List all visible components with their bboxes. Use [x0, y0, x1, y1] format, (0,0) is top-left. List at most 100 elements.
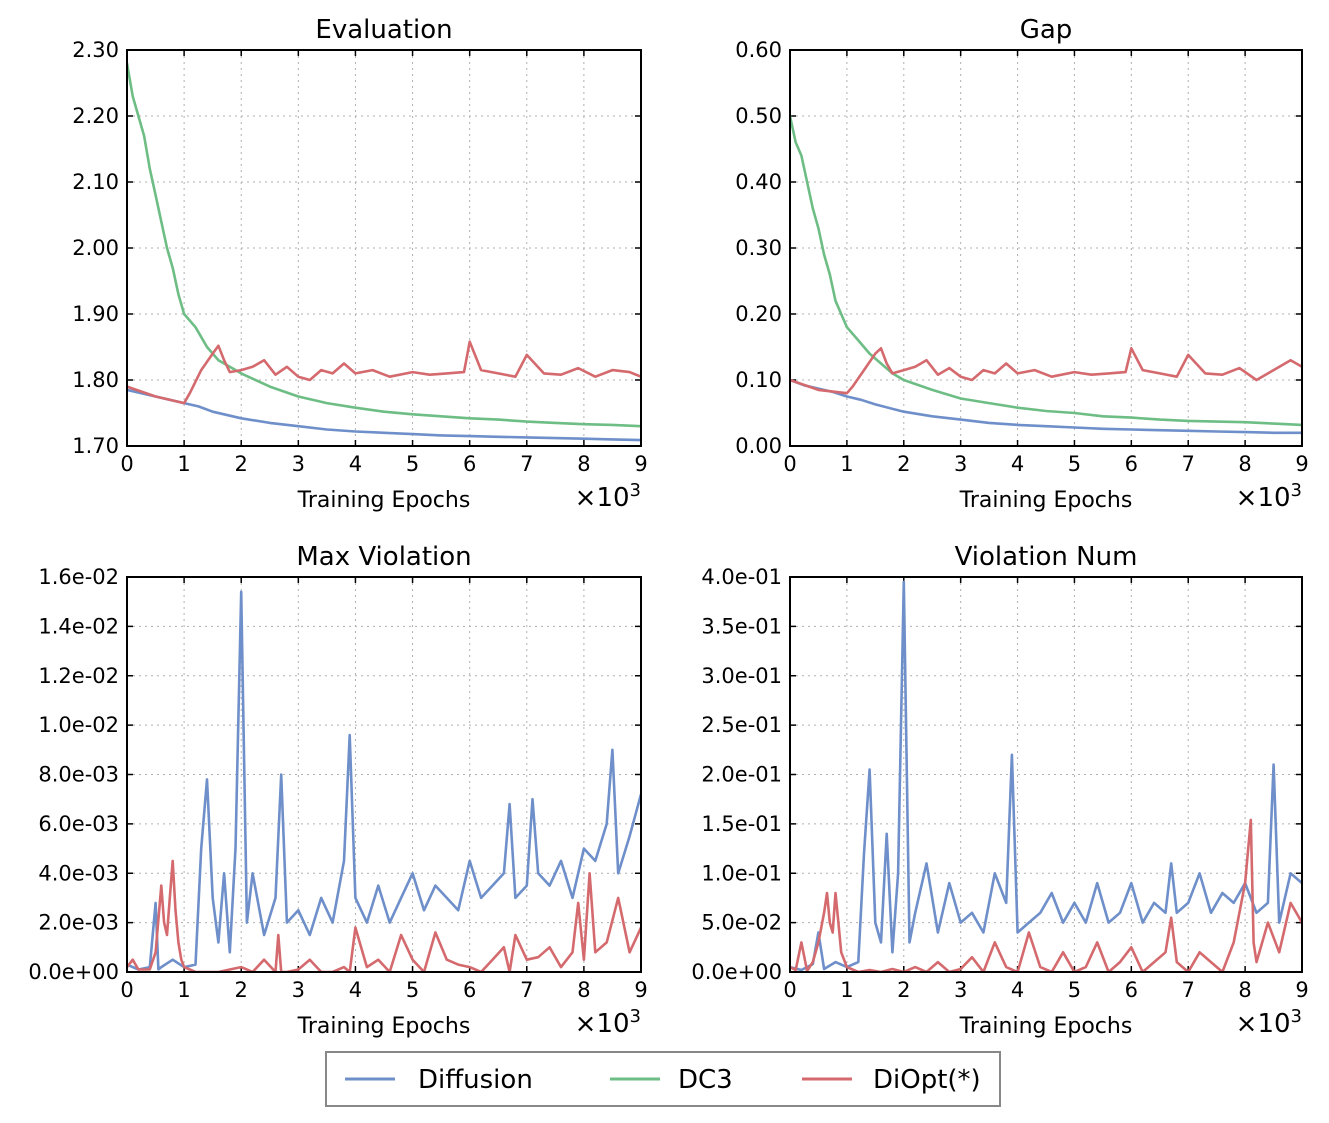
x-axis-multiplier: ×103 [1236, 480, 1302, 513]
series-line-dc3 [127, 61, 641, 428]
chart-violation_num: Violation Num 0 1 2 3 4 5 6 7 8 9 0.0e+00 5.0e-02 1.0… [691, 542, 1308, 1039]
legend-label-diopt: DiOpt(*) [873, 1065, 981, 1095]
chart-title: Max Violation [296, 542, 471, 572]
y-tick-label: 0.40 [735, 170, 782, 194]
y-tick-label: 0.0e+00 [691, 960, 782, 984]
x-tick-label: 4 [349, 978, 362, 1002]
y-tick-label: 1.6e-02 [38, 565, 119, 589]
x-axis-label: Training Epochs [297, 488, 471, 513]
plot-frame [789, 576, 1303, 973]
chart-evaluation: Evaluation 0 1 2 3 4 5 6 7 8 9 1.70 1.80 1.90 2.00 2.10… [72, 15, 647, 513]
x-axis-multiplier: ×103 [575, 480, 641, 513]
y-tick-label: 0.20 [735, 302, 782, 326]
y-tick-label: 0.10 [735, 368, 782, 392]
legend: Diffusion DC3 DiOpt(*) [325, 1051, 1001, 1107]
y-tick-label: 1.80 [72, 368, 119, 392]
x-tick-label: 2 [897, 452, 910, 476]
series-line-diffusion [127, 388, 641, 442]
x-tick-label: 2 [897, 978, 910, 1002]
y-tick-label: 4.0e-01 [701, 565, 782, 589]
y-tick-label: 1.5e-01 [701, 812, 782, 836]
y-tick-label: 2.0e-01 [701, 763, 782, 787]
series-line-dc3 [790, 114, 1302, 427]
series-line-diopt [127, 859, 641, 972]
y-tick-label: 4.0e-03 [38, 861, 119, 885]
x-tick-label: 5 [1068, 978, 1081, 1002]
x-tick-label: 4 [349, 452, 362, 476]
legend-frame [325, 1051, 1001, 1107]
x-tick-label: 5 [406, 978, 419, 1002]
y-tick-label: 2.20 [72, 104, 119, 128]
x-tick-label: 7 [520, 452, 533, 476]
x-tick-label: 2 [235, 452, 248, 476]
x-tick-label: 9 [1295, 978, 1308, 1002]
y-tick-label: 5.0e-02 [701, 911, 782, 935]
x-tick-label: 5 [406, 452, 419, 476]
y-tick-label: 3.5e-01 [701, 614, 782, 638]
y-tick-label: 2.30 [72, 38, 119, 62]
chart-title: Evaluation [315, 15, 452, 45]
y-tick-label: 1.70 [72, 434, 119, 458]
x-tick-label: 2 [235, 978, 248, 1002]
x-tick-label: 0 [783, 978, 796, 1002]
chart-title: Violation Num [955, 542, 1138, 572]
x-tick-label: 6 [1125, 452, 1138, 476]
x-axis-multiplier: ×103 [575, 1006, 641, 1039]
x-tick-label: 9 [634, 452, 647, 476]
x-tick-label: 4 [1011, 452, 1024, 476]
x-tick-label: 1 [840, 452, 853, 476]
y-tick-label: 8.0e-03 [38, 763, 119, 787]
x-tick-label: 8 [577, 452, 590, 476]
plot-frame [789, 49, 1303, 447]
y-tick-label: 1.90 [72, 302, 119, 326]
x-tick-label: 8 [1238, 452, 1251, 476]
legend-label-dc3: DC3 [678, 1065, 733, 1095]
x-tick-label: 7 [520, 978, 533, 1002]
series-line-diopt [790, 818, 1302, 972]
x-tick-label: 8 [577, 978, 590, 1002]
x-tick-label: 9 [1295, 452, 1308, 476]
chart-max_violation: Max Violation 0 1 2 3 4 5 6 7 8 9 0.0e+00 2.0e-03 4.0… [28, 542, 647, 1039]
x-axis-multiplier: ×103 [1236, 1006, 1302, 1039]
series-line-diopt [790, 346, 1302, 395]
y-tick-label: 2.5e-01 [701, 713, 782, 737]
series-line-diffusion [790, 580, 1302, 972]
x-tick-label: 7 [1182, 978, 1195, 1002]
x-tick-label: 3 [292, 452, 305, 476]
y-tick-label: 1.4e-02 [38, 614, 119, 638]
x-tick-label: 0 [120, 452, 133, 476]
legend-label-diffusion: Diffusion [418, 1065, 533, 1095]
x-tick-label: 1 [840, 978, 853, 1002]
y-tick-label: 0.30 [735, 236, 782, 260]
y-tick-label: 1.0e-01 [701, 861, 782, 885]
series-line-diopt [127, 340, 641, 405]
x-tick-label: 3 [954, 978, 967, 1002]
series-line-diffusion [127, 590, 641, 971]
x-tick-label: 0 [783, 452, 796, 476]
y-tick-label: 1.0e-02 [38, 713, 119, 737]
x-tick-label: 9 [634, 978, 647, 1002]
x-axis-label: Training Epochs [959, 488, 1133, 513]
x-tick-label: 3 [954, 452, 967, 476]
y-tick-label: 2.10 [72, 170, 119, 194]
x-tick-label: 7 [1182, 452, 1195, 476]
y-tick-label: 0.60 [735, 38, 782, 62]
y-tick-label: 0.00 [735, 434, 782, 458]
x-tick-label: 6 [1125, 978, 1138, 1002]
x-axis-label: Training Epochs [297, 1014, 471, 1039]
y-tick-label: 2.0e-03 [38, 911, 119, 935]
y-tick-label: 0.50 [735, 104, 782, 128]
chart-title: Gap [1020, 15, 1073, 45]
x-tick-label: 1 [177, 452, 190, 476]
x-tick-label: 4 [1011, 978, 1024, 1002]
y-tick-label: 2.00 [72, 236, 119, 260]
x-tick-label: 6 [463, 452, 476, 476]
y-tick-label: 6.0e-03 [38, 812, 119, 836]
chart-gap: Gap 0 1 2 3 4 5 6 7 8 9 0.00 0.10 0.20 0.30 0.40 0.50 0.6… [735, 15, 1308, 513]
y-tick-label: 0.0e+00 [28, 960, 119, 984]
x-tick-label: 6 [463, 978, 476, 1002]
x-tick-label: 3 [292, 978, 305, 1002]
plot-frame [126, 576, 642, 973]
x-tick-label: 5 [1068, 452, 1081, 476]
